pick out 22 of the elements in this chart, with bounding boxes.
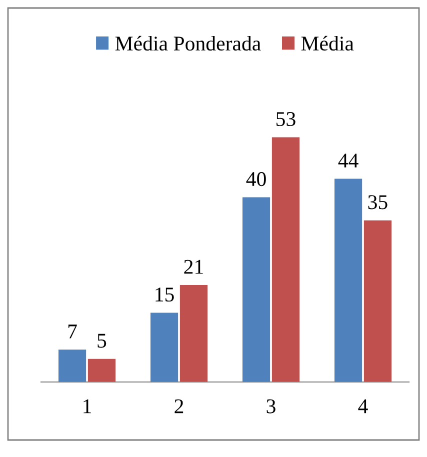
bar	[334, 178, 362, 382]
data-label: 7	[68, 324, 77, 338]
data-label: 44	[338, 154, 358, 168]
data-label: 15	[156, 288, 174, 302]
bar	[180, 285, 208, 382]
x-tick-label: 1	[84, 399, 91, 414]
data-label: 53	[276, 112, 296, 126]
data-label: 35	[368, 195, 388, 210]
bar	[242, 197, 270, 382]
bar	[272, 137, 300, 382]
bar	[58, 350, 86, 382]
legend-label: Média Ponderada	[115, 36, 261, 51]
legend-label: Média	[301, 36, 354, 51]
x-tick-label: 2	[174, 399, 184, 414]
bar	[88, 358, 116, 382]
x-tick-label: 3	[266, 399, 276, 414]
bar	[364, 220, 392, 382]
data-label: 40	[246, 172, 266, 186]
data-label: 21	[184, 260, 203, 274]
bar	[150, 312, 178, 382]
x-tick-label: 4	[358, 399, 368, 414]
data-label: 5	[98, 334, 106, 348]
